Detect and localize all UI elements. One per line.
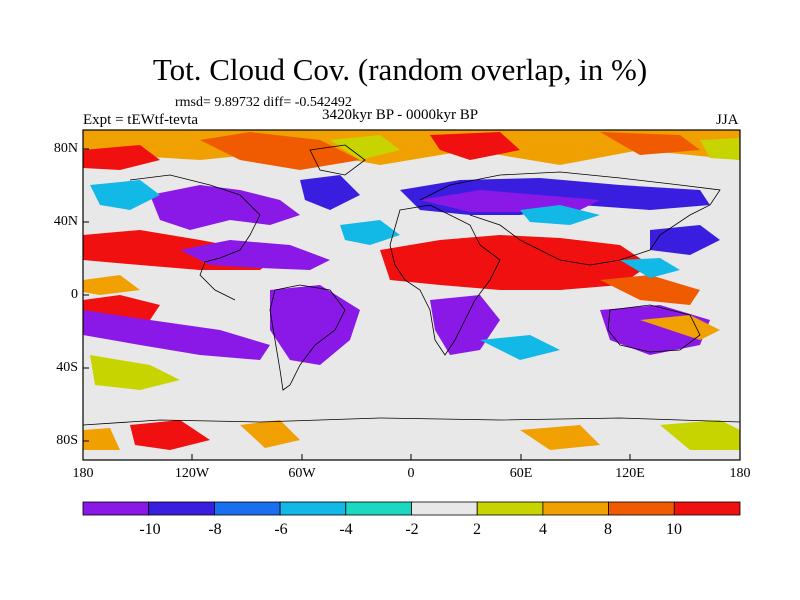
colorbar-label-10: 10 — [666, 521, 682, 538]
lon-label-180w: 180 — [72, 466, 94, 481]
arctic-red-patch — [200, 132, 360, 170]
period-label: 3420kyr BP - 0000kyr BP — [322, 107, 479, 123]
caribbean-purple — [180, 240, 330, 270]
colorbar-swatch-7 — [542, 501, 610, 516]
antarctic-orange-patch — [240, 420, 300, 448]
plot-title: Tot. Cloud Cov. (random overlap, in %) — [152, 52, 648, 87]
atlantic-blue — [300, 175, 360, 210]
eurasia-coast — [419, 171, 721, 266]
colorbar-swatch-9 — [673, 501, 741, 516]
north-america-coast — [129, 174, 261, 301]
colorbar-label-m2: -2 — [405, 521, 419, 538]
arctic-red-patch-4 — [83, 145, 160, 170]
colorbar-swatch-5 — [411, 501, 478, 516]
australia-coast — [607, 304, 701, 353]
south-pacific-purple — [83, 310, 270, 360]
pacific-orange — [83, 275, 140, 295]
antarctic-orange-patch-2 — [520, 425, 600, 450]
pacific-blue-patch — [650, 225, 720, 255]
colorbar-swatch-1 — [148, 501, 215, 516]
antarctic-yellow-patch — [660, 420, 740, 450]
north-america-purple — [150, 185, 300, 230]
lat-label-0: 0 — [71, 287, 78, 302]
arctic-yellow-patch — [330, 135, 400, 160]
lat-label-80s: 80S — [56, 433, 78, 448]
arctic-red-patch-3 — [600, 132, 700, 155]
colorbar-swatch-4 — [345, 501, 412, 516]
south-pacific-yellow — [90, 355, 180, 390]
colorbar-swatch-6 — [476, 501, 544, 516]
africa-asia-red — [380, 235, 650, 290]
colorbar-label-2: 2 — [473, 521, 481, 538]
lat-label-40s: 40S — [56, 360, 78, 375]
colorbar-label-m8: -8 — [208, 521, 222, 538]
south-america-coast — [269, 284, 346, 391]
arctic-red-patch-2 — [430, 132, 520, 160]
lon-label-60w: 60W — [288, 466, 316, 481]
arctic-yellow-patch-2 — [700, 138, 740, 160]
lat-label-80n: 80N — [53, 141, 78, 156]
central-asia-cyan — [520, 205, 600, 225]
greenland-coast — [309, 144, 366, 176]
colorbar-swatch-2 — [213, 501, 281, 516]
indo-cyan — [620, 258, 680, 278]
colorbar-label-8: 8 — [604, 521, 612, 538]
antarctica-coast — [83, 417, 740, 426]
anomaly-field — [83, 130, 740, 460]
experiment-label: Expt = tEWtf-tevta — [83, 112, 199, 128]
australia-orange — [640, 315, 720, 340]
colorbar-label-m10: -10 — [139, 521, 161, 538]
south-america-purple — [270, 285, 360, 365]
antarctic-red-patch — [130, 420, 210, 450]
lon-label-120e: 120E — [615, 466, 645, 481]
colorbar-swatch-8 — [608, 501, 675, 516]
lon-label-180e: 180 — [729, 466, 751, 481]
indian-ocean-cyan — [480, 335, 560, 360]
maritime-orange — [600, 275, 700, 305]
lon-label-0: 0 — [407, 466, 415, 481]
colorbar-swatch-3 — [279, 501, 347, 516]
coastlines — [83, 144, 740, 426]
colorbar-label-m4: -4 — [339, 521, 353, 538]
lon-label-60e: 60E — [509, 466, 533, 481]
antarctic-orange-patch-3 — [83, 428, 120, 450]
colorbar-label-4: 4 — [539, 521, 547, 538]
mid-atlantic-cyan — [340, 220, 400, 245]
colorbar-label-m6: -6 — [274, 521, 288, 538]
lon-label-120w: 120W — [174, 466, 210, 481]
colorbar — [82, 501, 741, 516]
stats-label: rmsd= 9.89732 diff= -0.542492 — [175, 95, 352, 110]
season-label: JJA — [716, 112, 739, 128]
axis-ticks — [83, 148, 631, 460]
lat-label-40n: 40N — [53, 214, 78, 229]
alaska-cyan — [90, 180, 160, 210]
colorbar-swatch-0 — [82, 501, 150, 516]
africa-coast — [389, 204, 501, 356]
